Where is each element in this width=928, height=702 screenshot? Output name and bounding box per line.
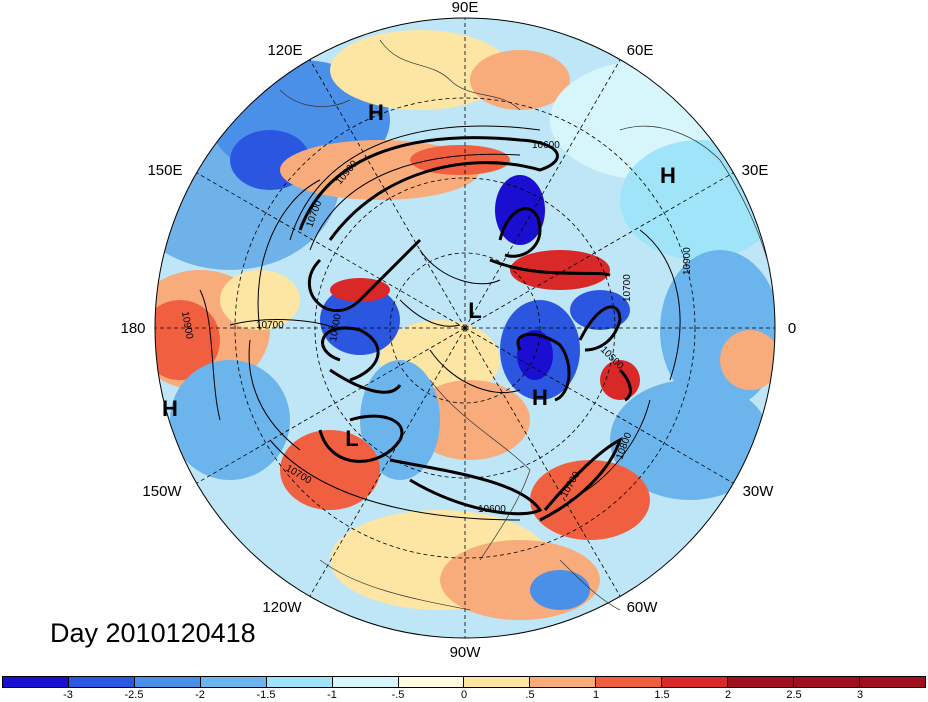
colorbar-cell bbox=[662, 677, 729, 687]
colorbar-cell bbox=[332, 677, 399, 687]
colorbar bbox=[2, 676, 926, 688]
contour-label: 10900 bbox=[179, 311, 195, 341]
colorbar-tick-label: -3 bbox=[63, 689, 73, 701]
lon-label-30e: 30E bbox=[742, 162, 769, 179]
contour-label: 10700 bbox=[256, 320, 284, 331]
day-label: Day 2010120418 bbox=[50, 618, 256, 648]
colorbar-cell bbox=[200, 677, 267, 687]
colorbar-tick-label: 1.5 bbox=[654, 689, 670, 701]
coastlines bbox=[279, 39, 771, 611]
contour-label: 10600 bbox=[532, 140, 560, 151]
colorbar-tick-label: -.5 bbox=[391, 689, 405, 701]
colorbar-tick-label: -2 bbox=[195, 689, 205, 701]
lon-label-0: 0 bbox=[788, 320, 796, 337]
colorbar-tick-label: 2.5 bbox=[786, 689, 802, 701]
lon-label-60w: 60W bbox=[627, 599, 659, 616]
colorbar-tick-label: -1 bbox=[327, 689, 337, 701]
lon-label-120e: 120E bbox=[267, 42, 302, 59]
contour-label: 10600 bbox=[478, 504, 506, 515]
lon-label-90w: 90W bbox=[450, 644, 482, 661]
colorbar-tick-label: 0 bbox=[460, 689, 468, 701]
height-contours bbox=[199, 125, 681, 522]
colorbar-cell bbox=[859, 677, 925, 687]
contour-label: 10700 bbox=[622, 274, 633, 302]
colorbar-cell bbox=[596, 677, 663, 687]
high-pressure-label: H bbox=[532, 385, 548, 410]
colorbar-tick-label: -2.5 bbox=[124, 689, 144, 701]
colorbar-tick-label: 3 bbox=[856, 689, 864, 701]
colorbar-tick-label: .5 bbox=[525, 689, 535, 701]
colorbar-tick-label: 1 bbox=[592, 689, 600, 701]
low-pressure-label: L bbox=[345, 426, 358, 451]
lon-label-120w: 120W bbox=[262, 599, 302, 616]
lon-label-60e: 60E bbox=[627, 42, 654, 59]
colorbar-cell bbox=[530, 677, 597, 687]
colorbar-cell bbox=[398, 677, 465, 687]
colorbar-cell bbox=[728, 677, 795, 687]
colorbar-cell bbox=[68, 677, 135, 687]
lon-label-90e: 90E bbox=[452, 0, 479, 16]
colorbar-cell bbox=[266, 677, 333, 687]
colorbar-cell bbox=[794, 677, 860, 687]
colorbar-tick-label: 2 bbox=[724, 689, 732, 701]
high-pressure-label: H bbox=[660, 163, 676, 188]
colorbar-cell bbox=[3, 677, 69, 687]
lon-label-30w: 30W bbox=[743, 483, 775, 500]
low-pressure-label: L bbox=[468, 298, 481, 323]
contour-label: 10900 bbox=[682, 247, 693, 275]
colorbar-cell bbox=[134, 677, 201, 687]
lon-label-150e: 150E bbox=[147, 162, 182, 179]
high-pressure-label: H bbox=[368, 100, 384, 125]
lon-label-180: 180 bbox=[120, 320, 145, 337]
contour-label: 10600 bbox=[328, 313, 344, 343]
colorbar-tick-label: -1.5 bbox=[256, 689, 276, 701]
high-pressure-label: H bbox=[162, 396, 178, 421]
colorbar-cell bbox=[464, 677, 531, 687]
lon-label-150w: 150W bbox=[142, 483, 182, 500]
